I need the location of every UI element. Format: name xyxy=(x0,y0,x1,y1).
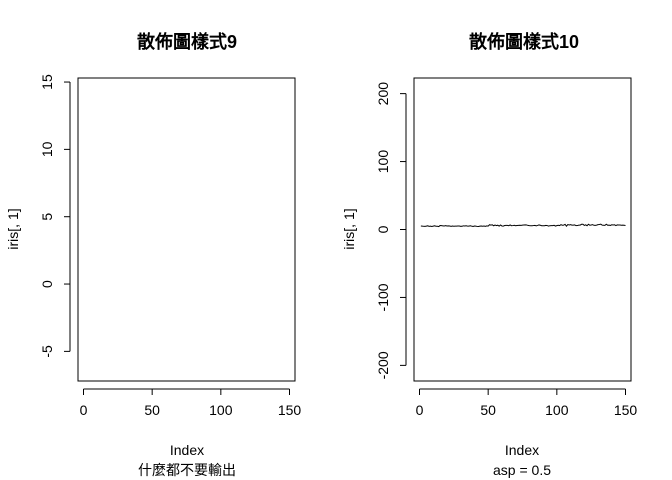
y-tick-label: 0 xyxy=(375,225,391,233)
y-tick-label: -100 xyxy=(375,283,391,311)
x-tick-label: 50 xyxy=(144,402,160,418)
y-tick-label: 5 xyxy=(39,213,55,221)
y-tick-label: 100 xyxy=(375,150,391,174)
series-line xyxy=(420,223,626,228)
y-tick-label: 0 xyxy=(39,280,55,288)
y-tick-label: -5 xyxy=(39,345,55,358)
x-tick-label: 0 xyxy=(80,402,88,418)
x-axis-label: Index xyxy=(505,442,539,458)
y-axis: -5 0 5 10 15 xyxy=(39,74,71,358)
sub-caption: asp = 0.5 xyxy=(493,462,551,478)
x-tick-label: 100 xyxy=(545,402,569,418)
plot-frame xyxy=(77,77,296,382)
x-tick-label: 50 xyxy=(480,402,496,418)
x-tick-label: 100 xyxy=(209,402,233,418)
x-tick-label: 150 xyxy=(614,402,638,418)
y-tick-label: -200 xyxy=(375,351,391,379)
y-tick-label: 10 xyxy=(39,141,55,157)
y-axis-label: iris[, 1] xyxy=(5,208,21,249)
x-axis-label: Index xyxy=(170,442,204,458)
chart-title: 散佈圖樣式9 xyxy=(137,31,237,52)
chart-title: 散佈圖樣式10 xyxy=(469,31,579,52)
y-axis-label: iris[, 1] xyxy=(341,208,357,249)
y-axis: -200 -100 0 100 200 xyxy=(375,82,407,379)
plot-area xyxy=(420,223,626,228)
x-axis: 0 50 100 150 xyxy=(80,388,302,418)
plot-frame xyxy=(413,77,632,382)
x-tick-label: 0 xyxy=(416,402,424,418)
y-tick-label: 200 xyxy=(375,82,391,106)
sub-caption: 什麼都不要輸出 xyxy=(138,462,236,478)
x-tick-label: 150 xyxy=(278,402,302,418)
x-axis: 0 50 100 150 xyxy=(416,388,638,418)
y-tick-label: 15 xyxy=(39,74,55,90)
